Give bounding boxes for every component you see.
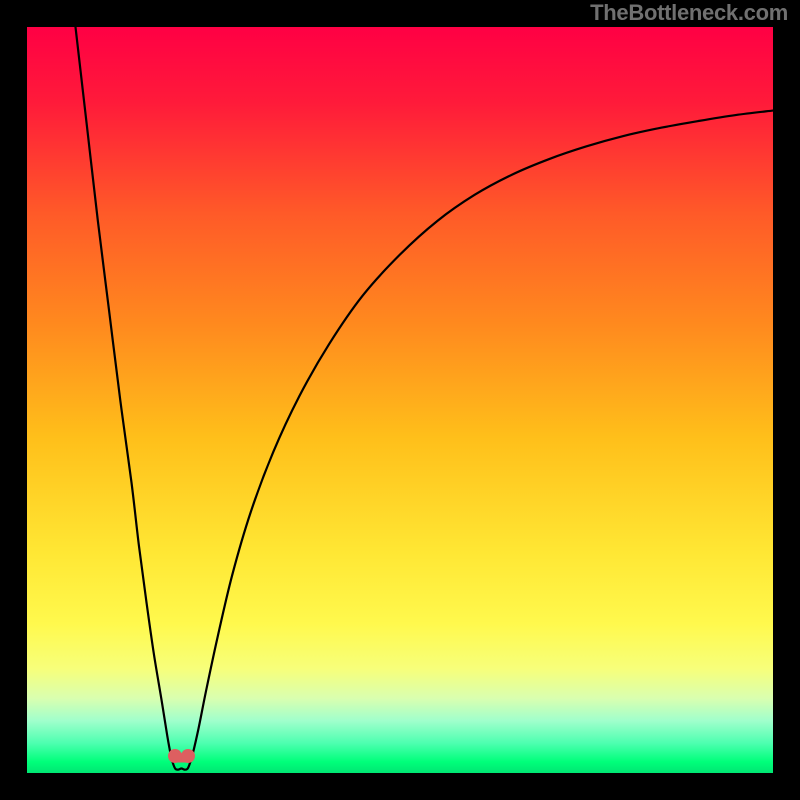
- minimum-marker: [181, 749, 195, 763]
- watermark-text: TheBottleneck.com: [590, 0, 788, 26]
- bottleneck-curve: [27, 27, 773, 773]
- minimum-marker: [168, 749, 182, 763]
- plot-area: [27, 27, 773, 773]
